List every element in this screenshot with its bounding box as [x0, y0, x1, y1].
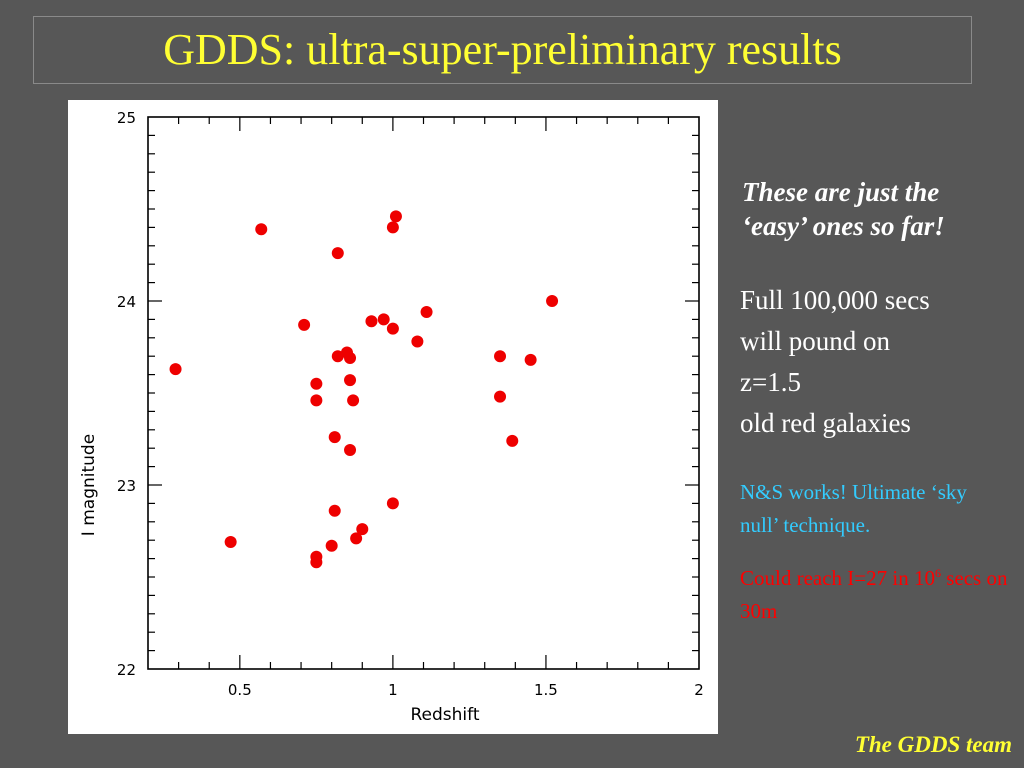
y-tick-label: 24 [117, 293, 136, 311]
data-point [377, 313, 390, 326]
data-point [328, 431, 341, 444]
data-point [310, 377, 323, 390]
red-note-post: secs on 30m [740, 566, 1008, 623]
data-point [344, 374, 357, 387]
x-tick-label: 0.5 [228, 681, 252, 699]
y-tick-label: 23 [117, 477, 136, 495]
data-point [344, 352, 357, 365]
y-tick-label: 22 [117, 661, 136, 679]
data-point [328, 504, 341, 517]
plot-border [147, 116, 700, 670]
emphasis-text: These are just the ‘easy’ ones so far! [742, 177, 945, 241]
data-point [524, 353, 537, 366]
data-point [506, 434, 519, 447]
y-tick-label: 25 [117, 109, 136, 127]
cyan-note-ns: N&S [740, 480, 784, 504]
title-box: GDDS: ultra-super-preliminary results [33, 16, 972, 84]
data-point [310, 394, 323, 407]
data-point [325, 539, 338, 552]
x-axis-label: Redshift [410, 705, 479, 725]
red-note: Could reach I=27 in 106 secs on 30m [740, 562, 1010, 627]
data-point [386, 322, 399, 335]
data-point [224, 536, 237, 549]
x-tick-label: 1 [388, 681, 398, 699]
body-text: Full 100,000 secs will pound on z=1.5 ol… [740, 285, 930, 439]
cyan-note-rest: works! Ultimate ‘sky null’ technique. [740, 480, 967, 537]
footer-credit: The GDDS team [854, 732, 1012, 757]
red-note-exponent: 6 [934, 566, 941, 580]
red-note-pre: Could reach I=27 in 10 [740, 566, 935, 590]
data-point [546, 295, 559, 307]
data-point [344, 444, 357, 457]
data-point [494, 350, 507, 363]
data-point [298, 318, 311, 331]
slide-title: GDDS: ultra-super-preliminary results [163, 25, 842, 74]
tick-marks [148, 117, 699, 669]
data-point [411, 335, 424, 348]
y-axis-label: I magnitude [79, 434, 99, 536]
data-point [386, 497, 399, 510]
data-point [365, 315, 378, 328]
cyan-note: N&S works! Ultimate ‘sky null’ technique… [740, 476, 1010, 541]
data-point [347, 394, 360, 407]
x-tick-label: 1.5 [534, 681, 558, 699]
data-point [331, 350, 344, 363]
data-point [420, 306, 433, 319]
data-point [310, 556, 323, 569]
data-point [350, 532, 363, 545]
data-point [494, 390, 507, 403]
x-tick-label: 2 [694, 681, 704, 699]
data-point [169, 363, 182, 376]
plot-frame [147, 116, 700, 670]
chart-panel: 0.5 1 1.5 2 22 23 24 25 Redshift I magnitude [68, 100, 718, 734]
data-points [169, 210, 559, 569]
data-point [255, 223, 268, 236]
data-point [389, 210, 402, 223]
data-point [331, 247, 344, 260]
data-point [386, 221, 399, 234]
data-point [356, 523, 369, 536]
